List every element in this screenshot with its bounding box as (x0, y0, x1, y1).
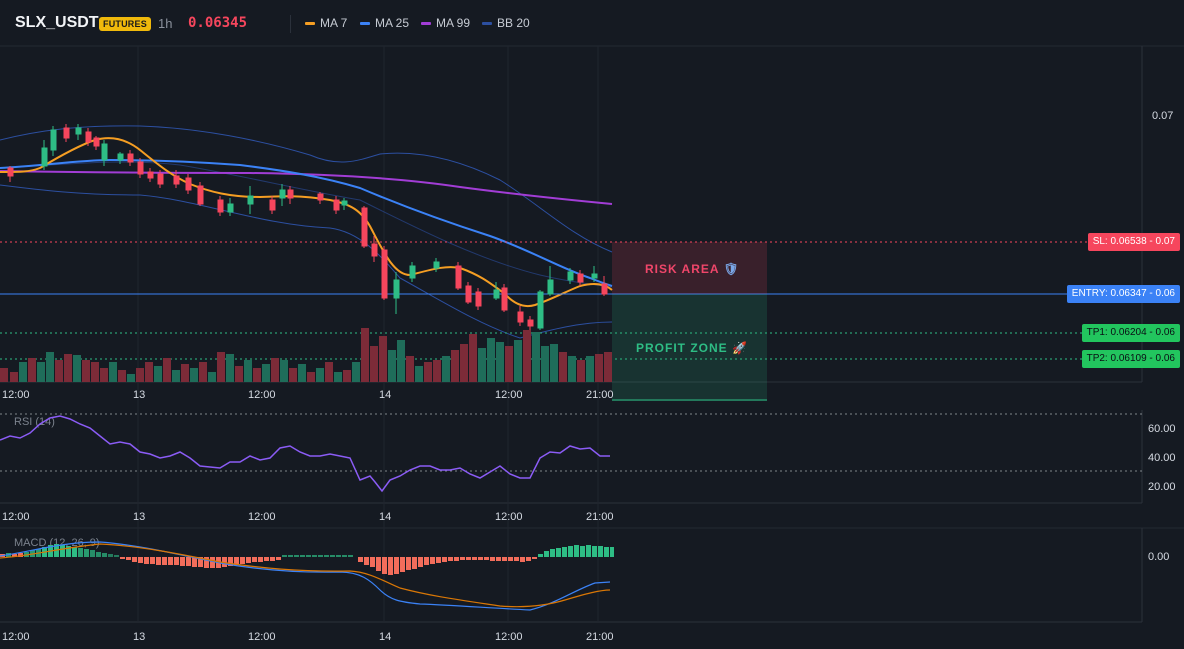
last-price: 0.06345 (188, 15, 248, 31)
risk-area-text: RISK AREA (645, 262, 720, 276)
profit-zone-text: PROFIT ZONE (636, 341, 728, 355)
bb-middle-band (0, 161, 613, 288)
macd-title: MACD (12, 26, 9) (14, 537, 100, 549)
ma99-swatch (421, 21, 431, 25)
ma25-line (0, 158, 613, 287)
legend-bb20-label: BB 20 (497, 16, 530, 30)
legend-ma7[interactable]: MA 7 (305, 16, 347, 30)
rsi-time-4: 14 (379, 511, 391, 523)
bb-upper-band (0, 125, 613, 253)
entry-level-tag[interactable]: ENTRY: 0.06347 - 0.06 (1066, 285, 1180, 303)
macd-time-1: 12:00 (2, 631, 30, 643)
rsi-time-2: 13 (133, 511, 145, 523)
candlesticks[interactable] (7, 124, 608, 330)
legend-ma99-label: MA 99 (436, 16, 471, 30)
time-axis-main: 12:00 13 12:00 14 12:00 21:00 (2, 389, 614, 401)
legend-ma25[interactable]: MA 25 (360, 16, 409, 30)
macd-time-2: 13 (133, 631, 145, 643)
sl-level-tag[interactable]: SL: 0.06538 - 0.07 (1087, 233, 1180, 251)
rsi-line (0, 415, 610, 493)
time-label-1: 12:00 (2, 389, 30, 401)
macd-tick-zero: 0.00 (1148, 551, 1169, 563)
rsi-time-5: 12:00 (495, 511, 523, 523)
legend-ma7-label: MA 7 (320, 16, 348, 30)
ma7-swatch (305, 21, 315, 25)
bb20-swatch (482, 21, 492, 25)
symbol-name[interactable]: SLX_USDT (15, 14, 99, 31)
vertical-gridlines (137, 46, 599, 622)
risk-area-zone (612, 242, 767, 294)
tp2-level-tag[interactable]: TP2: 0.06109 - 0.06 (1081, 350, 1180, 368)
bb-lower-band (0, 184, 613, 339)
volume-bars (0, 328, 612, 382)
shield-icon: 🛡 (723, 262, 740, 276)
macd-time-4: 14 (379, 631, 391, 643)
header-divider (290, 15, 291, 33)
tp1-level-tag[interactable]: TP1: 0.06204 - 0.06 (1081, 324, 1180, 342)
ma99-line (0, 170, 613, 205)
time-label-5: 12:00 (495, 389, 523, 401)
macd-line (0, 541, 611, 611)
macd-time-5: 12:00 (495, 631, 523, 643)
macd-histogram (0, 544, 614, 575)
ma7-line (0, 137, 613, 308)
rsi-time-6: 21:00 (586, 511, 614, 523)
rsi-title: RSI (14) (14, 416, 55, 428)
time-axis-rsi: 12:00 13 12:00 14 12:00 21:00 (2, 511, 614, 523)
risk-area-label: RISK AREA 🛡 (645, 262, 740, 276)
time-label-6: 21:00 (586, 389, 614, 401)
legend-ma99[interactable]: MA 99 (421, 16, 470, 30)
profit-zone (612, 294, 767, 401)
time-label-3: 12:00 (248, 389, 276, 401)
price-tick-0-07: 0.07 (1152, 110, 1173, 122)
macd-time-3: 12:00 (248, 631, 276, 643)
rsi-tick-40: 40.00 (1148, 452, 1176, 464)
time-label-2: 13 (133, 389, 145, 401)
time-axis-macd: 12:00 13 12:00 14 12:00 21:00 (2, 631, 614, 643)
legend-bb20[interactable]: BB 20 (482, 16, 530, 30)
chart-header: SLX_USDT FUTURES 1h 0.06345 MA 7 MA 25 M… (0, 0, 1184, 46)
macd-time-6: 21:00 (586, 631, 614, 643)
rsi-time-3: 12:00 (248, 511, 276, 523)
time-label-4: 14 (379, 389, 391, 401)
timeframe-label[interactable]: 1h (158, 16, 173, 31)
futures-badge: FUTURES (99, 17, 151, 31)
rsi-tick-60: 60.00 (1148, 423, 1176, 435)
rocket-icon: 🚀 (732, 341, 748, 355)
legend-ma25-label: MA 25 (375, 16, 410, 30)
rsi-tick-20: 20.00 (1148, 481, 1176, 493)
macd-signal-line (0, 543, 611, 608)
profit-zone-label: PROFIT ZONE 🚀 (636, 341, 748, 355)
rsi-time-1: 12:00 (2, 511, 30, 523)
ma25-swatch (360, 21, 370, 25)
